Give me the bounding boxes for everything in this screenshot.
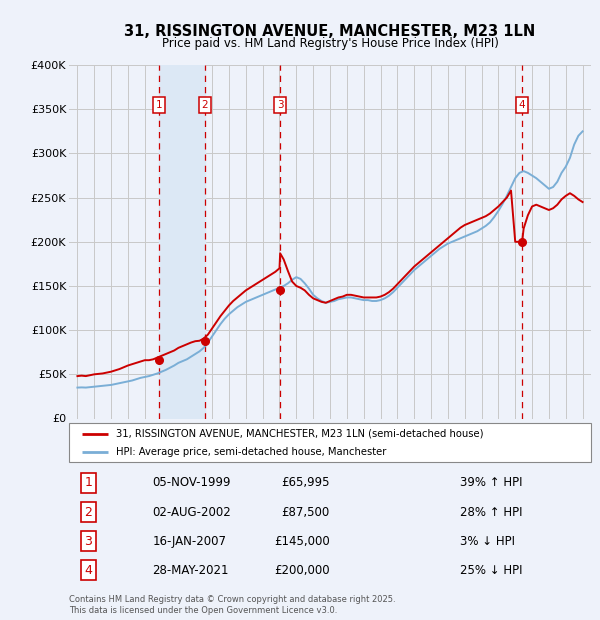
- Text: 3: 3: [277, 100, 283, 110]
- FancyBboxPatch shape: [69, 423, 591, 462]
- Text: HPI: Average price, semi-detached house, Manchester: HPI: Average price, semi-detached house,…: [116, 447, 386, 457]
- Text: 1: 1: [85, 477, 92, 489]
- Text: 16-JAN-2007: 16-JAN-2007: [152, 535, 227, 547]
- Text: 05-NOV-1999: 05-NOV-1999: [152, 477, 231, 489]
- Text: 25% ↓ HPI: 25% ↓ HPI: [461, 564, 523, 577]
- Text: £145,000: £145,000: [274, 535, 330, 547]
- Text: 31, RISSINGTON AVENUE, MANCHESTER, M23 1LN: 31, RISSINGTON AVENUE, MANCHESTER, M23 1…: [124, 24, 536, 38]
- Text: £65,995: £65,995: [281, 477, 330, 489]
- Text: 2: 2: [202, 100, 208, 110]
- Bar: [159, 65, 205, 418]
- Text: 4: 4: [85, 564, 92, 577]
- Text: £200,000: £200,000: [274, 564, 330, 577]
- Text: 1: 1: [156, 100, 163, 110]
- Text: 2: 2: [85, 506, 92, 518]
- Text: 3% ↓ HPI: 3% ↓ HPI: [461, 535, 515, 547]
- Text: 28-MAY-2021: 28-MAY-2021: [152, 564, 229, 577]
- Text: 02-AUG-2002: 02-AUG-2002: [152, 506, 231, 518]
- Text: 31, RISSINGTON AVENUE, MANCHESTER, M23 1LN (semi-detached house): 31, RISSINGTON AVENUE, MANCHESTER, M23 1…: [116, 429, 484, 439]
- Text: Contains HM Land Registry data © Crown copyright and database right 2025.
This d: Contains HM Land Registry data © Crown c…: [69, 595, 395, 614]
- Text: 28% ↑ HPI: 28% ↑ HPI: [461, 506, 523, 518]
- Text: 3: 3: [85, 535, 92, 547]
- Text: £87,500: £87,500: [282, 506, 330, 518]
- Text: 39% ↑ HPI: 39% ↑ HPI: [461, 477, 523, 489]
- Text: Price paid vs. HM Land Registry's House Price Index (HPI): Price paid vs. HM Land Registry's House …: [161, 37, 499, 50]
- Text: 4: 4: [519, 100, 526, 110]
